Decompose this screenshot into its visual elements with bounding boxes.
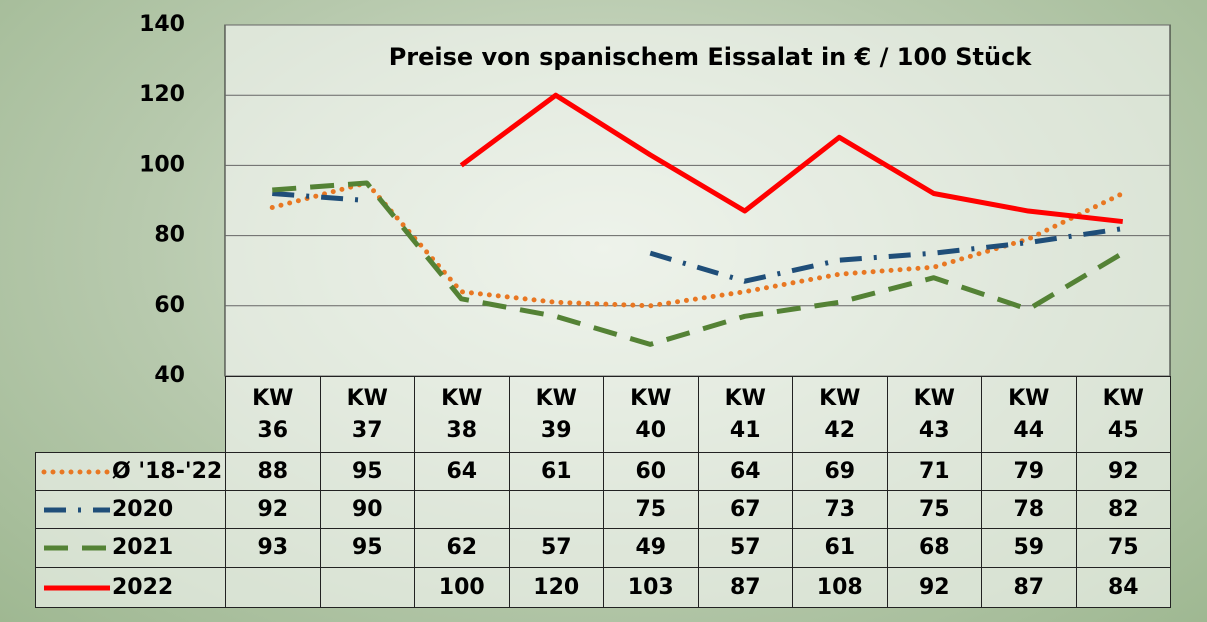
legend-swatch <box>40 582 112 594</box>
table-value <box>320 567 416 608</box>
y-tick-label: 80 <box>154 223 185 248</box>
table-value: 71 <box>887 452 983 491</box>
table-value: 79 <box>981 452 1077 491</box>
x-tick-label: KW 43 <box>887 376 983 453</box>
table-value: 62 <box>414 528 510 568</box>
y-tick-label: 120 <box>139 82 185 107</box>
table-value: 92 <box>225 490 321 529</box>
table-value <box>414 490 510 529</box>
chart-title: Preise von spanischem Eissalat in € / 10… <box>389 43 1033 71</box>
legend-cell: 2021 <box>35 528 226 568</box>
table-value: 93 <box>225 528 321 568</box>
table-value: 69 <box>792 452 888 491</box>
table-value: 75 <box>887 490 983 529</box>
table-value: 61 <box>792 528 888 568</box>
legend-cell: 2020 <box>35 490 226 529</box>
page: Preise von spanischem Eissalat in € / 10… <box>0 0 1207 622</box>
table-value: 49 <box>603 528 699 568</box>
y-tick-label: 60 <box>154 293 185 318</box>
table-value: 67 <box>698 490 794 529</box>
table-value: 57 <box>509 528 605 568</box>
legend-label: 2022 <box>112 572 173 604</box>
table-value: 87 <box>698 567 794 608</box>
legend-swatch <box>40 466 112 478</box>
table-value: 68 <box>887 528 983 568</box>
table-value: 82 <box>1076 490 1172 529</box>
x-tick-label: KW 37 <box>320 376 416 453</box>
legend-label: 2021 <box>112 532 173 564</box>
table-value: 108 <box>792 567 888 608</box>
table-value: 92 <box>1076 452 1172 491</box>
x-tick-label: KW 44 <box>981 376 1077 453</box>
table-value: 90 <box>320 490 416 529</box>
x-tick-label: KW 36 <box>225 376 321 453</box>
table-value: 64 <box>414 452 510 491</box>
table-value: 61 <box>509 452 605 491</box>
table-value: 120 <box>509 567 605 608</box>
table-value: 75 <box>1076 528 1172 568</box>
table-value: 84 <box>1076 567 1172 608</box>
y-tick-label: 100 <box>139 152 185 177</box>
x-tick-label: KW 40 <box>603 376 699 453</box>
table-value: 88 <box>225 452 321 491</box>
legend-label: Ø '18-'22 <box>112 456 222 488</box>
table-value <box>509 490 605 529</box>
table-value: 73 <box>792 490 888 529</box>
x-tick-label: KW 42 <box>792 376 888 453</box>
table-value: 78 <box>981 490 1077 529</box>
table-value: 60 <box>603 452 699 491</box>
plot-area <box>225 25 1170 376</box>
table-value: 95 <box>320 452 416 491</box>
legend-label: 2020 <box>112 494 173 526</box>
table-value: 59 <box>981 528 1077 568</box>
y-tick-label: 140 <box>139 12 185 37</box>
legend-swatch <box>40 542 112 554</box>
table-value: 100 <box>414 567 510 608</box>
legend-cell: Ø '18-'22 <box>35 452 226 491</box>
table-value: 57 <box>698 528 794 568</box>
table-value: 64 <box>698 452 794 491</box>
table-corner <box>35 376 226 453</box>
x-tick-label: KW 41 <box>698 376 794 453</box>
x-tick-label: KW 39 <box>509 376 605 453</box>
table-value: 75 <box>603 490 699 529</box>
legend-swatch <box>40 504 112 516</box>
legend-cell: 2022 <box>35 567 226 608</box>
table-value <box>225 567 321 608</box>
x-tick-label: KW 38 <box>414 376 510 453</box>
table-value: 103 <box>603 567 699 608</box>
x-tick-label: KW 45 <box>1076 376 1172 453</box>
table-value: 92 <box>887 567 983 608</box>
table-value: 95 <box>320 528 416 568</box>
table-value: 87 <box>981 567 1077 608</box>
